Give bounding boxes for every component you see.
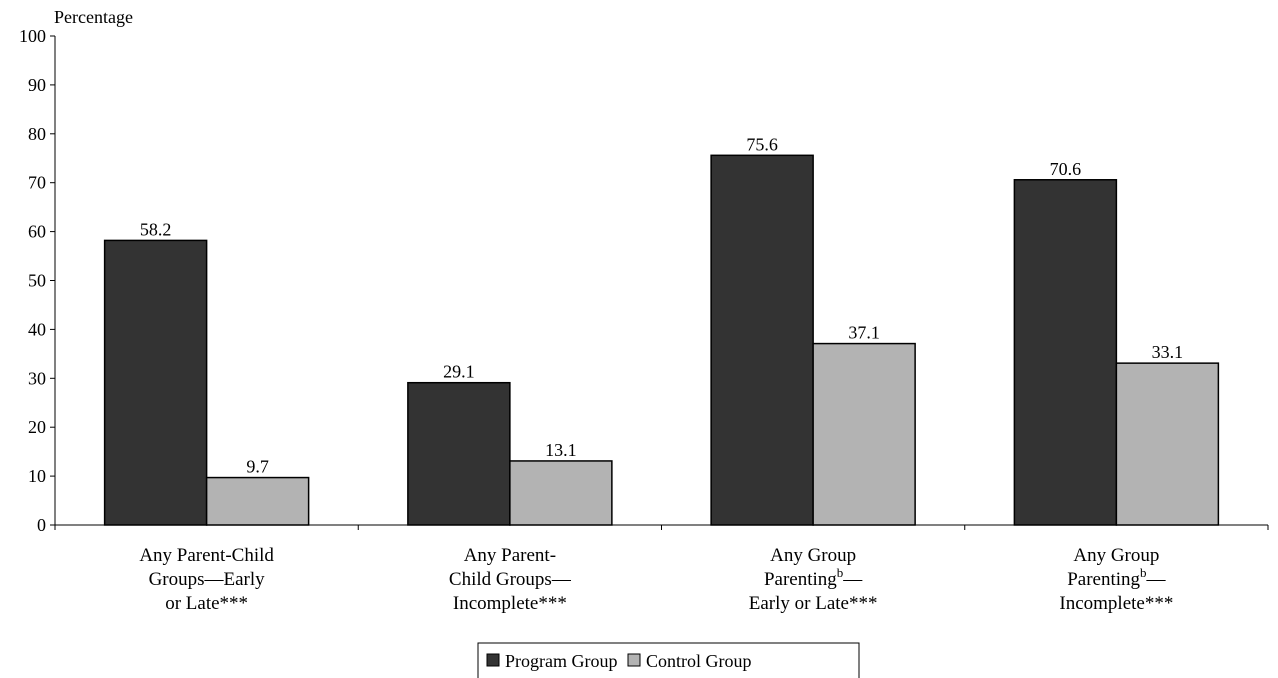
y-tick-label: 90 (28, 75, 46, 95)
bars (103, 154, 1220, 526)
bar-control-2 (812, 342, 916, 526)
legend-swatch-program (486, 653, 500, 667)
category-label-line: or Late*** (165, 593, 248, 614)
y-tick-label: 70 (28, 173, 46, 193)
category-label-line: Early or Late*** (749, 593, 878, 614)
y-tick-label: 100 (19, 26, 46, 46)
bar-program-1 (407, 381, 511, 526)
y-axis-title: Percentage (54, 7, 133, 27)
category-label-line: — (842, 569, 863, 590)
bar-program-2 (710, 154, 814, 526)
category-label-line: Incomplete*** (453, 593, 567, 614)
y-axis: 0 10 20 30 40 50 60 70 80 90 100 (19, 26, 56, 535)
y-tick-label: 50 (28, 271, 46, 291)
y-tick-label: 30 (28, 368, 46, 388)
category-label-line: Groups—Early (149, 569, 266, 590)
data-label: 13.1 (545, 440, 577, 460)
data-label: 58.2 (140, 219, 172, 239)
legend-swatch-control (627, 653, 641, 667)
footnote-superscript: b (837, 565, 844, 580)
category-label-line: Any Parent-Child (139, 545, 274, 566)
category-label-line: Parenting (1067, 569, 1140, 590)
legend: Program Group Control Group (477, 642, 860, 678)
data-labels: 58.2 29.1 75.6 70.6 9.7 13.1 37.1 33.1 (140, 134, 1183, 476)
legend-label-program: Program Group (505, 651, 617, 671)
y-tick-label: 60 (28, 222, 46, 242)
legend-box (477, 642, 860, 678)
category-labels: Any Parent-Child Groups—Early or Late***An… (139, 545, 1173, 614)
category-label-0: Any Parent-Child Groups—Early or Late*** (139, 545, 274, 614)
data-label: 29.1 (443, 362, 475, 382)
category-label-line: Any Group (1073, 545, 1159, 566)
bar-program-3 (1013, 179, 1118, 526)
category-label-line: Child Groups— (449, 569, 572, 590)
y-tick-label: 80 (28, 124, 46, 144)
data-label: 9.7 (246, 457, 269, 477)
category-label-3: Any Group Parentingb— Incomplete*** (1059, 545, 1173, 614)
y-tick-label: 0 (37, 515, 46, 535)
footnote-superscript: b (1140, 565, 1147, 580)
y-tick-label: 20 (28, 417, 46, 437)
y-tick-label: 10 (28, 466, 46, 486)
bar-program-0 (103, 239, 208, 526)
data-label: 75.6 (746, 134, 778, 154)
category-label-line: — (1146, 569, 1167, 590)
category-label-1: Any Parent- Child Groups— Incomplete*** (449, 545, 572, 614)
y-tick-label: 40 (28, 319, 46, 339)
bar-control-0 (205, 476, 310, 526)
legend-label-control: Control Group (646, 651, 752, 671)
data-label: 33.1 (1152, 342, 1184, 362)
data-label: 70.6 (1050, 159, 1082, 179)
category-label-line: Parenting (764, 569, 837, 590)
category-label-line: Any Parent- (464, 545, 556, 566)
category-label-2: Any Group Parentingb— Early or Late*** (749, 545, 878, 614)
bar-control-1 (509, 460, 613, 526)
bar-control-3 (1115, 362, 1220, 526)
category-label-line: Incomplete*** (1059, 593, 1173, 614)
category-label-line: Any Group (770, 545, 856, 566)
data-label: 37.1 (848, 323, 880, 343)
